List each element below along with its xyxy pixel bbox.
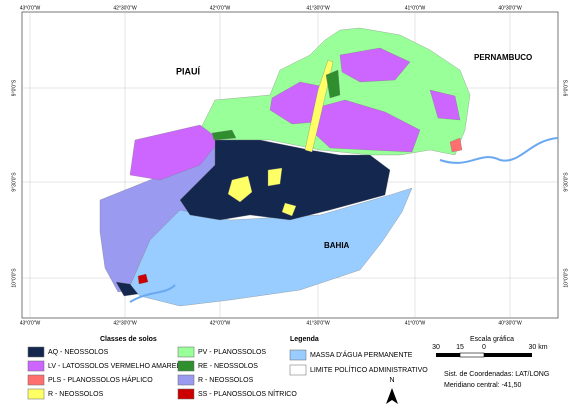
scale-title: Escala gráfica xyxy=(470,336,514,343)
region-r-yellow xyxy=(267,167,283,187)
coordinate-labels: 43°0'0"W 43°0'0"W 42°30'0"W 42°30'0"W 42°0'0… xyxy=(11,5,569,326)
scale-segment xyxy=(436,353,460,357)
north-arrow xyxy=(386,388,398,404)
region-lv xyxy=(314,99,421,153)
legend-swatch xyxy=(27,346,45,358)
latitude-label: 9°0'0"S xyxy=(563,79,569,96)
scale-label: 30 xyxy=(432,344,440,351)
legend-swatch xyxy=(289,364,307,376)
longitude-label: 40°30'0"W xyxy=(498,320,522,326)
legend-swatch xyxy=(177,374,195,386)
legend: AQ - NEOSSOLOS LV - LATOSSOLOS VERMELHO A… xyxy=(27,346,428,400)
region-aq xyxy=(179,139,391,221)
legend-label: PV - PLANOSSOLOS xyxy=(198,349,266,356)
legend-swatch xyxy=(177,346,195,358)
state-label: PIAUÍ xyxy=(176,66,201,76)
legend-title: Legenda xyxy=(290,336,319,343)
legend-swatch xyxy=(289,349,307,361)
scale-label: 0 xyxy=(482,344,486,351)
region-lv xyxy=(129,124,221,181)
region-re xyxy=(211,129,237,141)
longitude-label: 42°0'0"W xyxy=(210,5,231,11)
legend-label: R - NEOSSOLOS xyxy=(198,377,254,384)
region-re xyxy=(325,69,341,99)
legend-swatch xyxy=(177,360,195,372)
river xyxy=(439,137,559,164)
legend-label: R - NEOSSOLOS xyxy=(48,391,104,398)
longitude-label: 43°0'0"W xyxy=(20,5,41,11)
state-label: BAHIA xyxy=(324,241,350,250)
legend-label: MASSA D'ÁGUA PERMANENTE xyxy=(310,350,413,359)
soil-map xyxy=(99,27,559,307)
scale-bar xyxy=(436,352,532,358)
legend-label: AQ - NEOSSOLOS xyxy=(48,349,109,356)
longitude-label: 43°0'0"W xyxy=(20,320,41,326)
central-meridian: Meridiano central: -41,50 xyxy=(444,382,522,389)
latitude-label: 9°30'0"S xyxy=(563,172,569,192)
longitude-label: 41°30'0"W xyxy=(306,5,330,11)
coordinate-system: Sist. de Coordenadas: LAT/LONG xyxy=(444,371,549,378)
latitude-label: 10°0'0"S xyxy=(563,268,569,288)
scale-segment xyxy=(459,352,485,358)
longitude-label: 42°30'0"W xyxy=(113,320,137,326)
legend-label: LV - LATOSSOLOS VERMELHO AMARELO xyxy=(48,363,186,370)
legend-label: SS - PLANOSSOLOS NÍTRICO xyxy=(198,389,297,398)
region-lv xyxy=(339,47,411,83)
legend-label: RE - NEOSSOLOS xyxy=(198,363,258,370)
legend-swatch xyxy=(27,360,45,372)
legend-swatch xyxy=(177,388,195,400)
latitude-label: 9°0'0"S xyxy=(11,79,17,96)
region-pls xyxy=(449,137,463,153)
longitude-label: 41°0'0"W xyxy=(405,5,426,11)
region-r-yellow xyxy=(304,59,334,153)
legend-swatch xyxy=(27,374,45,386)
region-r-yellow xyxy=(281,202,297,217)
latitude-label: 9°30'0"S xyxy=(11,172,17,192)
region-r-yellow xyxy=(227,175,253,203)
state-label: PERNAMBUCO xyxy=(474,53,532,62)
scale-label: 15 xyxy=(456,344,464,351)
legend-label: LIMITE POLÍTICO ADMINISTRATIVO xyxy=(310,365,428,374)
latitude-label: 10°0'0"S xyxy=(11,268,17,288)
region-aq xyxy=(115,281,139,297)
legend-title: Classes de solos xyxy=(100,336,157,343)
region-lv xyxy=(429,89,461,121)
longitude-label: 42°0'0"W xyxy=(210,320,231,326)
legend-label: PLS - PLANOSSOLOS HÁPLICO xyxy=(48,375,153,384)
longitude-label: 41°30'0"W xyxy=(306,320,330,326)
region-ss xyxy=(137,273,149,285)
scale-segment xyxy=(484,353,532,357)
scale-label: 30 km xyxy=(528,344,547,351)
longitude-label: 40°30'0"W xyxy=(498,5,522,11)
north-label: N xyxy=(389,377,394,384)
longitude-label: 41°0'0"W xyxy=(405,320,426,326)
scale-labels: 30 15 0 30 km xyxy=(432,344,548,351)
legend-swatch xyxy=(27,388,45,400)
river xyxy=(129,284,176,303)
longitude-label: 42°30'0"W xyxy=(113,5,137,11)
